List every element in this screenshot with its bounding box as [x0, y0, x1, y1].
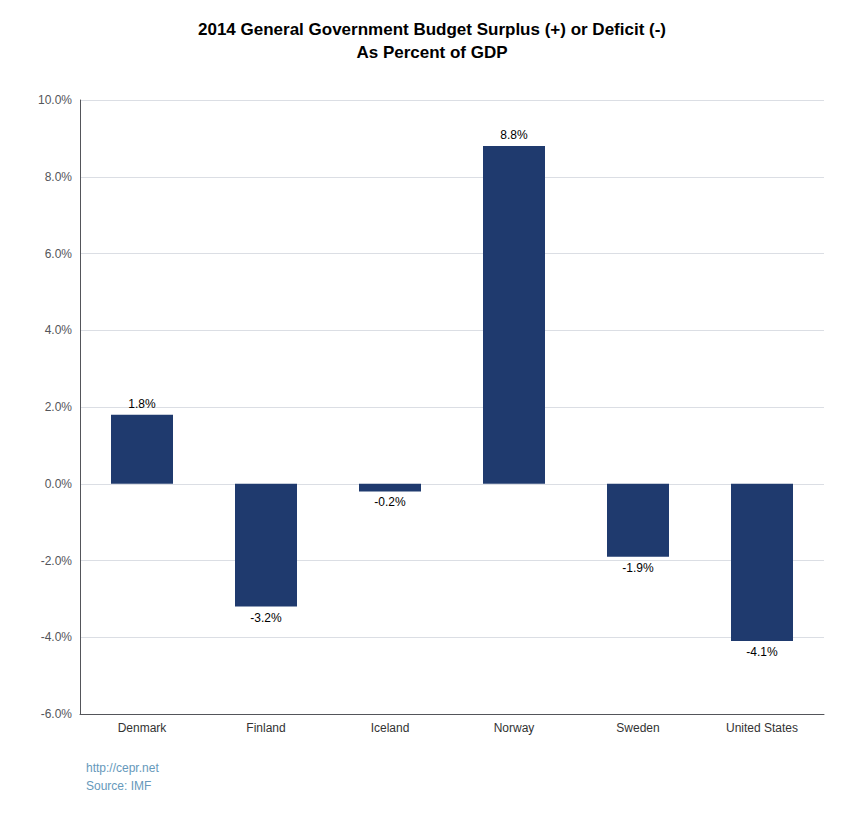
svg-text:United States: United States	[726, 721, 798, 735]
svg-text:2.0%: 2.0%	[45, 400, 73, 414]
svg-text:-4.1%: -4.1%	[746, 645, 778, 659]
svg-text:2014 General Government Budget: 2014 General Government Budget Surplus (…	[198, 20, 666, 39]
svg-text:10.0%: 10.0%	[38, 93, 72, 107]
svg-text:Source: IMF: Source: IMF	[86, 779, 151, 793]
svg-text:http://cepr.net: http://cepr.net	[86, 761, 159, 775]
svg-text:Sweden: Sweden	[616, 721, 659, 735]
svg-text:-4.0%: -4.0%	[41, 630, 73, 644]
svg-text:-0.2%: -0.2%	[374, 495, 406, 509]
svg-text:0.0%: 0.0%	[45, 477, 73, 491]
svg-text:As Percent of GDP: As Percent of GDP	[356, 43, 507, 62]
svg-text:6.0%: 6.0%	[45, 247, 73, 261]
svg-text:Denmark: Denmark	[118, 721, 168, 735]
svg-text:-2.0%: -2.0%	[41, 554, 73, 568]
svg-text:Norway: Norway	[494, 721, 535, 735]
svg-text:-1.9%: -1.9%	[622, 561, 654, 575]
svg-text:1.8%: 1.8%	[128, 397, 156, 411]
svg-text:-6.0%: -6.0%	[41, 707, 73, 721]
svg-text:4.0%: 4.0%	[45, 323, 73, 337]
svg-text:-3.2%: -3.2%	[250, 611, 282, 625]
svg-text:Finland: Finland	[246, 721, 285, 735]
svg-text:8.8%: 8.8%	[500, 128, 528, 142]
svg-text:Iceland: Iceland	[371, 721, 410, 735]
svg-text:8.0%: 8.0%	[45, 170, 73, 184]
